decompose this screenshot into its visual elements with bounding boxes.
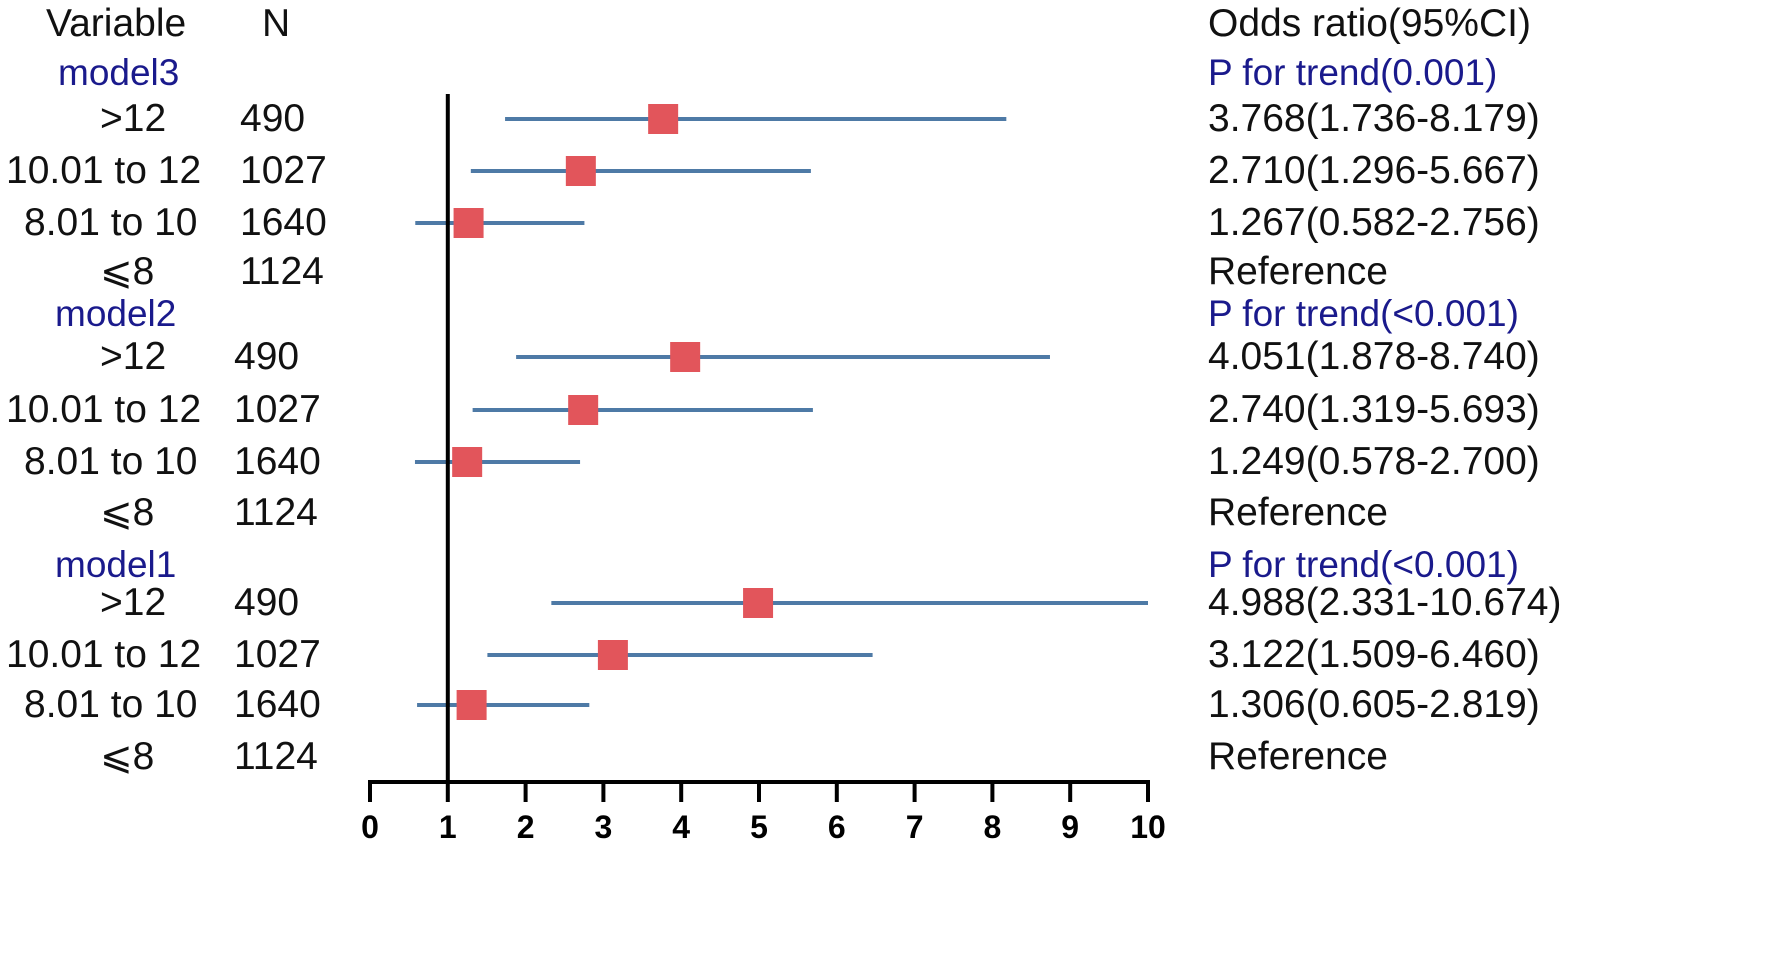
variable-label: >12 [100, 335, 167, 378]
estimate-marker [453, 208, 484, 238]
x-tick-label: 8 [984, 809, 1002, 845]
n-label: 1640 [234, 683, 321, 726]
header-variable: Variable [46, 2, 187, 45]
x-tick-label: 3 [595, 809, 613, 845]
x-tick-label: 7 [906, 809, 924, 845]
estimate-marker [743, 588, 774, 618]
n-label: 1027 [234, 388, 321, 431]
estimate-label: Reference [1208, 735, 1388, 778]
x-tick-label: 0 [361, 809, 379, 845]
estimate-label: Reference [1208, 491, 1388, 534]
x-tick-label: 2 [517, 809, 535, 845]
estimate-marker [568, 395, 599, 425]
header-odds-ratio: Odds ratio(95%CI) [1208, 2, 1531, 45]
model-label: model2 [55, 293, 177, 334]
variable-label: 8.01 to 10 [24, 201, 198, 244]
header-n: N [262, 2, 291, 45]
x-tick-label: 4 [672, 809, 690, 845]
variable-label: ⩽8 [100, 735, 155, 778]
x-tick-label: 5 [750, 809, 768, 845]
estimate-label: 1.306(0.605-2.819) [1208, 683, 1540, 726]
n-label: 490 [234, 335, 300, 378]
variable-label: ⩽8 [100, 250, 155, 293]
x-tick-label: 1 [439, 809, 457, 845]
n-label: 490 [240, 97, 306, 140]
x-tick-label: 9 [1061, 809, 1079, 845]
estimate-marker [648, 104, 679, 134]
estimate-label: 2.710(1.296-5.667) [1208, 149, 1540, 192]
estimate-marker [670, 342, 701, 372]
estimate-label: 3.122(1.509-6.460) [1208, 633, 1540, 676]
variable-label: 10.01 to 12 [6, 388, 202, 431]
estimate-marker [456, 690, 487, 720]
estimate-label: 4.051(1.878-8.740) [1208, 335, 1540, 378]
variable-label: 10.01 to 12 [6, 633, 202, 676]
variable-label: >12 [100, 97, 167, 140]
model-label: model1 [55, 544, 177, 585]
n-label: 1124 [240, 250, 324, 293]
estimate-label: 3.768(1.736-8.179) [1208, 97, 1540, 140]
estimate-marker [597, 640, 628, 670]
n-label: 490 [234, 581, 300, 624]
variable-label: 8.01 to 10 [24, 683, 198, 726]
trend-label: P for trend(0.001) [1208, 52, 1498, 93]
n-label: 1027 [240, 149, 327, 192]
n-label: 1027 [234, 633, 321, 676]
trend-label: P for trend(<0.001) [1208, 544, 1519, 585]
estimate-label: 1.267(0.582-2.756) [1208, 201, 1540, 244]
variable-label: 8.01 to 10 [24, 440, 198, 483]
variable-label: ⩽8 [100, 491, 155, 534]
estimate-label: 1.249(0.578-2.700) [1208, 440, 1540, 483]
estimate-label: 4.988(2.331-10.674) [1208, 581, 1562, 624]
estimate-marker [565, 156, 596, 186]
estimate-label: Reference [1208, 250, 1388, 293]
n-label: 1640 [234, 440, 321, 483]
variable-label: 10.01 to 12 [6, 149, 202, 192]
trend-label: P for trend(<0.001) [1208, 293, 1519, 334]
n-label: 1124 [234, 491, 318, 534]
n-label: 1124 [234, 735, 318, 778]
n-label: 1640 [240, 201, 327, 244]
model-label: model3 [58, 52, 180, 93]
x-tick-label: 10 [1130, 809, 1166, 845]
x-tick-label: 6 [828, 809, 846, 845]
estimate-label: 2.740(1.319-5.693) [1208, 388, 1540, 431]
estimate-marker [452, 447, 483, 477]
variable-label: >12 [100, 581, 167, 624]
